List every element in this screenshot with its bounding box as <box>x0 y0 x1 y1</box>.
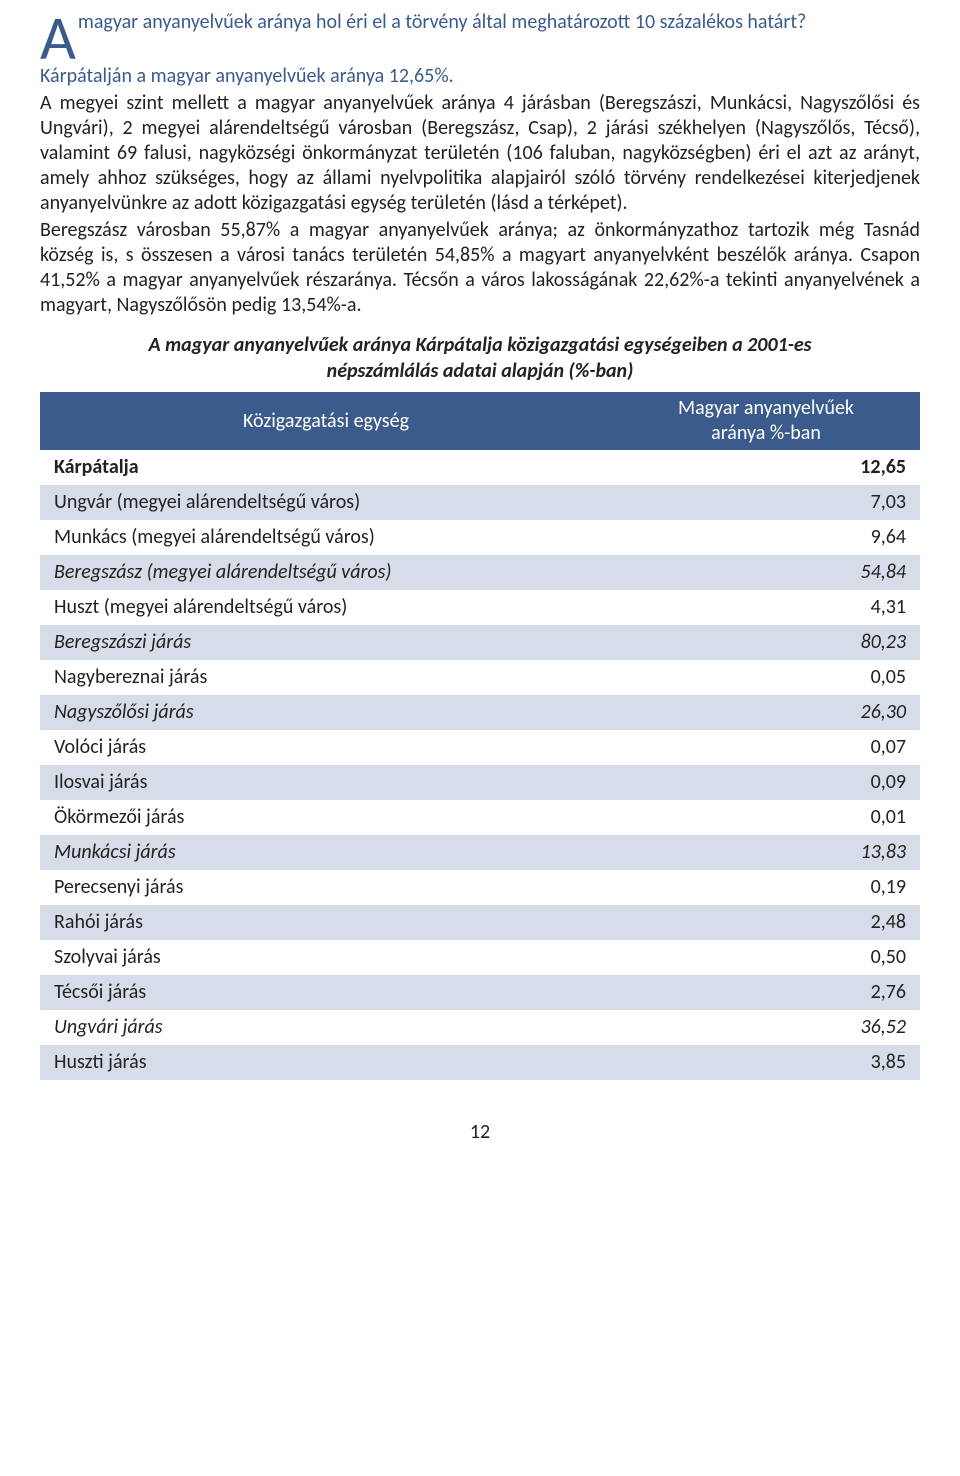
cell-name: Nagybereznai járás <box>40 660 612 695</box>
cell-value: 0,50 <box>612 940 920 975</box>
cell-value: 3,85 <box>612 1045 920 1080</box>
data-table: Közigazgatási egység Magyar anyanyelvűek… <box>40 392 920 1080</box>
cell-name: Huszt (megyei alárendeltségű város) <box>40 590 612 625</box>
caption-line-1: A magyar anyanyelvűek aránya Kárpátalja … <box>148 333 811 357</box>
cell-name: Nagyszőlősi járás <box>40 695 612 730</box>
cell-value: 0,07 <box>612 730 920 765</box>
table-row: Perecsenyi járás0,19 <box>40 870 920 905</box>
intro-question: A magyar anyanyelvűek aránya hol éri el … <box>40 10 920 35</box>
cell-value: 7,03 <box>612 485 920 520</box>
cell-name: Ökörmezői járás <box>40 800 612 835</box>
cell-value: 0,19 <box>612 870 920 905</box>
intro-answer: Kárpátalján a magyar anyanyelvűek aránya… <box>40 64 920 89</box>
cell-value: 0,09 <box>612 765 920 800</box>
table-row: Munkács (megyei alárendeltségű város)9,6… <box>40 520 920 555</box>
table-row: Técsői járás2,76 <box>40 975 920 1010</box>
cell-value: 2,76 <box>612 975 920 1010</box>
cell-name: Volóci járás <box>40 730 612 765</box>
table-row: Ilosvai járás0,09 <box>40 765 920 800</box>
cell-value: 12,65 <box>612 450 920 485</box>
paragraph-1: A megyei szint mellett a magyar anyanyel… <box>40 91 920 216</box>
table-row: Rahói járás2,48 <box>40 905 920 940</box>
table-row: Nagybereznai járás0,05 <box>40 660 920 695</box>
dropcap-text: magyar anyanyelvűek aránya hol éri el a … <box>78 10 806 34</box>
table-row: Kárpátalja12,65 <box>40 450 920 485</box>
cell-name: Beregszász (megyei alárendeltségű város) <box>40 555 612 590</box>
table-header-row: Közigazgatási egység Magyar anyanyelvűek… <box>40 392 920 450</box>
cell-name: Rahói járás <box>40 905 612 940</box>
cell-name: Munkácsi járás <box>40 835 612 870</box>
cell-value: 36,52 <box>612 1010 920 1045</box>
table-row: Ungvári járás36,52 <box>40 1010 920 1045</box>
header-col-2: Magyar anyanyelvűek aránya %-ban <box>612 392 920 450</box>
caption-line-2: népszámlálás adatai alapján (%-ban) <box>327 359 634 383</box>
header-col-1: Közigazgatási egység <box>40 392 612 450</box>
cell-name: Munkács (megyei alárendeltségű város) <box>40 520 612 555</box>
cell-value: 2,48 <box>612 905 920 940</box>
cell-value: 80,23 <box>612 625 920 660</box>
table-row: Ökörmezői járás0,01 <box>40 800 920 835</box>
paragraph-2: Beregszász városban 55,87% a magyar anya… <box>40 218 920 318</box>
cell-name: Kárpátalja <box>40 450 612 485</box>
cell-value: 0,05 <box>612 660 920 695</box>
table-row: Nagyszőlősi járás26,30 <box>40 695 920 730</box>
cell-name: Szolyvai járás <box>40 940 612 975</box>
table-row: Beregszászi járás80,23 <box>40 625 920 660</box>
table-row: Huszti járás3,85 <box>40 1045 920 1080</box>
cell-value: 54,84 <box>612 555 920 590</box>
cell-value: 9,64 <box>612 520 920 555</box>
cell-name: Huszti járás <box>40 1045 612 1080</box>
cell-value: 0,01 <box>612 800 920 835</box>
table-row: Munkácsi járás13,83 <box>40 835 920 870</box>
table-row: Volóci járás0,07 <box>40 730 920 765</box>
cell-value: 26,30 <box>612 695 920 730</box>
cell-name: Perecsenyi járás <box>40 870 612 905</box>
table-row: Ungvár (megyei alárendeltségű város)7,03 <box>40 485 920 520</box>
cell-name: Ungvári járás <box>40 1010 612 1045</box>
table-row: Szolyvai járás0,50 <box>40 940 920 975</box>
cell-name: Ilosvai járás <box>40 765 612 800</box>
dropcap-letter: A <box>40 10 78 64</box>
cell-name: Técsői járás <box>40 975 612 1010</box>
cell-name: Beregszászi járás <box>40 625 612 660</box>
cell-value: 13,83 <box>612 835 920 870</box>
table-row: Huszt (megyei alárendeltségű város)4,31 <box>40 590 920 625</box>
table-row: Beregszász (megyei alárendeltségű város)… <box>40 555 920 590</box>
cell-name: Ungvár (megyei alárendeltségű város) <box>40 485 612 520</box>
cell-value: 4,31 <box>612 590 920 625</box>
table-caption: A magyar anyanyelvűek aránya Kárpátalja … <box>40 332 920 384</box>
page-number: 12 <box>40 1120 920 1145</box>
